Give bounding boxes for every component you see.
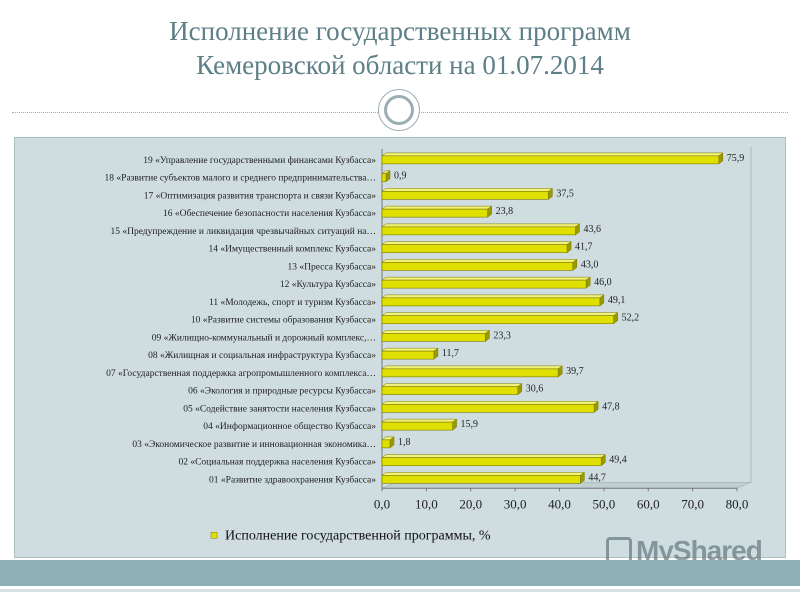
bar-top-6 bbox=[381, 241, 572, 245]
divider-circle-ornament bbox=[378, 89, 420, 131]
bar-19 bbox=[381, 475, 581, 484]
category-label-3: 17 «Оптимизация развития транспорта и св… bbox=[144, 190, 376, 201]
bar-17 bbox=[381, 439, 391, 449]
category-label-11: 09 «Жилищно-коммунальный и дорожный комп… bbox=[152, 332, 376, 343]
x-tick-label-5: 50,0 bbox=[593, 496, 616, 511]
category-label-7: 13 «Пресса Кузбасса» bbox=[287, 261, 376, 272]
bar-top-14 bbox=[381, 383, 523, 387]
bar-top-16 bbox=[381, 418, 458, 423]
bar-4 bbox=[381, 208, 488, 218]
bar-1 bbox=[381, 155, 720, 165]
bar-2 bbox=[381, 173, 387, 182]
footer-line bbox=[0, 589, 800, 592]
category-label-17: 03 «Экономическое развитие и инновационн… bbox=[132, 440, 376, 450]
x-tick-label-7: 70,0 bbox=[681, 496, 704, 511]
bar-18 bbox=[381, 457, 602, 466]
footer-band bbox=[0, 560, 800, 586]
bar-top-4 bbox=[381, 205, 493, 210]
value-label-16: 15,9 bbox=[461, 419, 479, 430]
category-label-1: 19 «Управление государственными финансам… bbox=[143, 155, 376, 166]
value-label-19: 44,7 bbox=[588, 472, 606, 483]
title-line-2: Кемеровской области на 01.07.2014 bbox=[196, 50, 604, 80]
value-label-11: 23,3 bbox=[493, 330, 511, 341]
value-label-17: 1,8 bbox=[398, 437, 411, 448]
category-label-9: 11 «Молодежь, спорт и туризм Кузбасса» bbox=[209, 297, 376, 308]
x-tick-label-3: 30,0 bbox=[504, 496, 527, 511]
category-label-8: 12 «Культура Кузбасса» bbox=[280, 279, 376, 290]
x-tick-label-1: 10,0 bbox=[415, 496, 438, 511]
value-label-18: 49,4 bbox=[609, 455, 627, 466]
bar-top-3 bbox=[381, 188, 554, 192]
slide-title: Исполнение государственных программ Кеме… bbox=[0, 14, 800, 82]
value-label-5: 43,6 bbox=[583, 224, 601, 235]
value-label-8: 46,0 bbox=[594, 277, 612, 288]
category-label-15: 05 «Содействие занятости населения Кузба… bbox=[183, 403, 376, 414]
category-label-2: 18 «Развитие субъектов малого и среднего… bbox=[105, 173, 376, 184]
bar-top-1 bbox=[381, 152, 724, 157]
category-label-14: 06 «Экология и природные ресурсы Кузбасс… bbox=[188, 386, 376, 397]
bar-7 bbox=[381, 262, 574, 271]
value-label-12: 11,7 bbox=[442, 348, 459, 359]
value-label-13: 39,7 bbox=[566, 366, 584, 377]
bar-10 bbox=[381, 315, 614, 324]
bar-12 bbox=[381, 350, 435, 360]
bar-top-7 bbox=[381, 259, 578, 263]
bar-16 bbox=[381, 421, 453, 431]
legend-swatch bbox=[210, 532, 218, 539]
bar-14 bbox=[381, 386, 519, 395]
bar-5 bbox=[381, 226, 576, 236]
divider-circle-inner bbox=[384, 95, 414, 125]
category-label-12: 08 «Жилищная и социальная инфраструктура… bbox=[148, 350, 376, 361]
bar-top-8 bbox=[381, 276, 591, 281]
title-line-1: Исполнение государственных программ bbox=[169, 16, 631, 46]
x-tick-label-6: 60,0 bbox=[637, 496, 660, 511]
category-label-18: 02 «Социальная поддержка населения Кузба… bbox=[178, 457, 376, 468]
bar-top-13 bbox=[381, 365, 563, 370]
bar-3 bbox=[381, 191, 549, 200]
value-label-4: 23,8 bbox=[496, 206, 514, 217]
bar-top-19 bbox=[381, 472, 586, 476]
value-label-6: 41,7 bbox=[575, 242, 593, 253]
value-label-10: 52,2 bbox=[622, 313, 640, 324]
legend-label: Исполнение государственной программы, % bbox=[225, 528, 491, 543]
value-label-7: 43,0 bbox=[581, 259, 599, 270]
bar-8 bbox=[381, 279, 587, 289]
bar-top-15 bbox=[381, 401, 599, 405]
bar-chart: 19 «Управление государственными финансам… bbox=[105, 147, 752, 543]
x-tick-label-0: 0,0 bbox=[374, 496, 390, 511]
bar-15 bbox=[381, 404, 595, 413]
x-tick-label-8: 80,0 bbox=[726, 496, 749, 511]
category-label-4: 16 «Обеспечение безопасности населения К… bbox=[163, 208, 376, 219]
value-label-9: 49,1 bbox=[608, 295, 626, 306]
bar-6 bbox=[381, 244, 568, 253]
category-label-10: 10 «Развитие системы образования Кузбасс… bbox=[191, 315, 376, 326]
bar-top-18 bbox=[381, 454, 606, 458]
bar-top-11 bbox=[381, 330, 491, 334]
x-tick-label-2: 20,0 bbox=[459, 496, 482, 511]
value-label-3: 37,5 bbox=[556, 188, 574, 199]
bar-13 bbox=[381, 368, 559, 378]
chart-panel: 19 «Управление государственными финансам… bbox=[14, 137, 786, 558]
value-label-14: 30,6 bbox=[526, 384, 544, 395]
category-label-13: 07 «Государственная поддержка агропромыш… bbox=[106, 369, 376, 379]
bar-9 bbox=[381, 297, 601, 307]
bar-top-9 bbox=[381, 294, 605, 299]
bar-top-12 bbox=[381, 347, 439, 352]
bar-11 bbox=[381, 333, 486, 342]
category-label-16: 04 «Информационное общество Кузбасса» bbox=[203, 421, 376, 432]
category-label-6: 14 «Имущественный комплекс Кузбасса» bbox=[209, 244, 377, 255]
bar-top-10 bbox=[381, 312, 619, 316]
value-label-1: 75,9 bbox=[727, 153, 745, 164]
value-label-2: 0,9 bbox=[394, 171, 407, 182]
bar-top-5 bbox=[381, 223, 581, 228]
category-label-5: 15 «Предупреждение и ликвидация чрезвыча… bbox=[110, 226, 376, 237]
x-tick-label-4: 40,0 bbox=[548, 496, 571, 511]
value-label-15: 47,8 bbox=[602, 401, 620, 412]
category-label-19: 01 «Развитие здравоохранения Кузбасса» bbox=[209, 474, 376, 485]
